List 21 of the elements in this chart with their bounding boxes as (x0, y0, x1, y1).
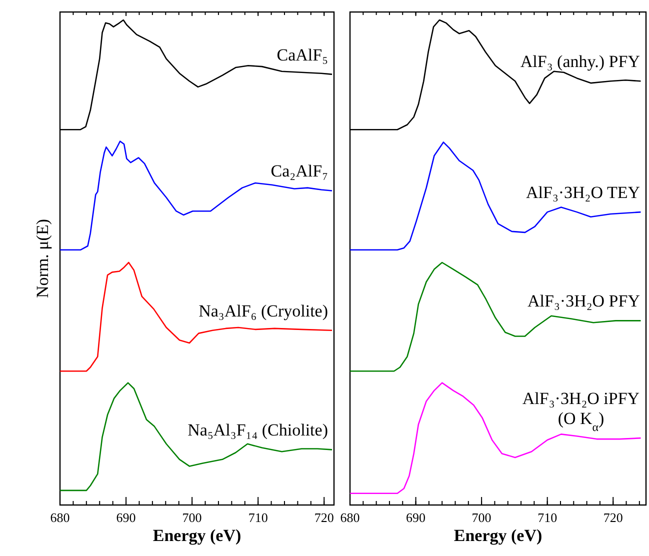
x-tick-label: 700 (472, 510, 492, 525)
x-tick-label: 720 (603, 510, 623, 525)
series-label: Na₃AlF₆ (Cryolite) (198, 301, 328, 320)
x-axis-title: Energy (eV) (454, 526, 542, 545)
series-label: CaAlF₅ (276, 45, 328, 64)
y-axis-title: Norm. μ(E) (33, 219, 52, 298)
x-tick-label: 710 (538, 510, 558, 525)
x-axis-title: Energy (eV) (152, 526, 242, 545)
series-label: Na₅Al₃F₁₄ (Chiolite) (188, 420, 328, 440)
x-tick-label: 680 (50, 510, 70, 525)
x-tick-label: 690 (116, 510, 136, 525)
x-tick-label: 720 (314, 510, 334, 525)
series-label: Ca₂AlF₇ (270, 162, 328, 181)
series-label: AlF₃·3H₂O TEY (526, 183, 640, 202)
series-label: AlF₃·3H₂O PFY (528, 292, 640, 311)
x-tick-label: 690 (406, 510, 426, 525)
series-label: AlF₃·3H₂O iPFY (O K$_{α}$) (522, 389, 640, 434)
x-tick-label: 680 (340, 510, 360, 525)
x-tick-label: 700 (182, 510, 202, 525)
series-label: AlF₃ (anhy.) PFY (520, 52, 640, 72)
x-tick-label: 710 (248, 510, 268, 525)
